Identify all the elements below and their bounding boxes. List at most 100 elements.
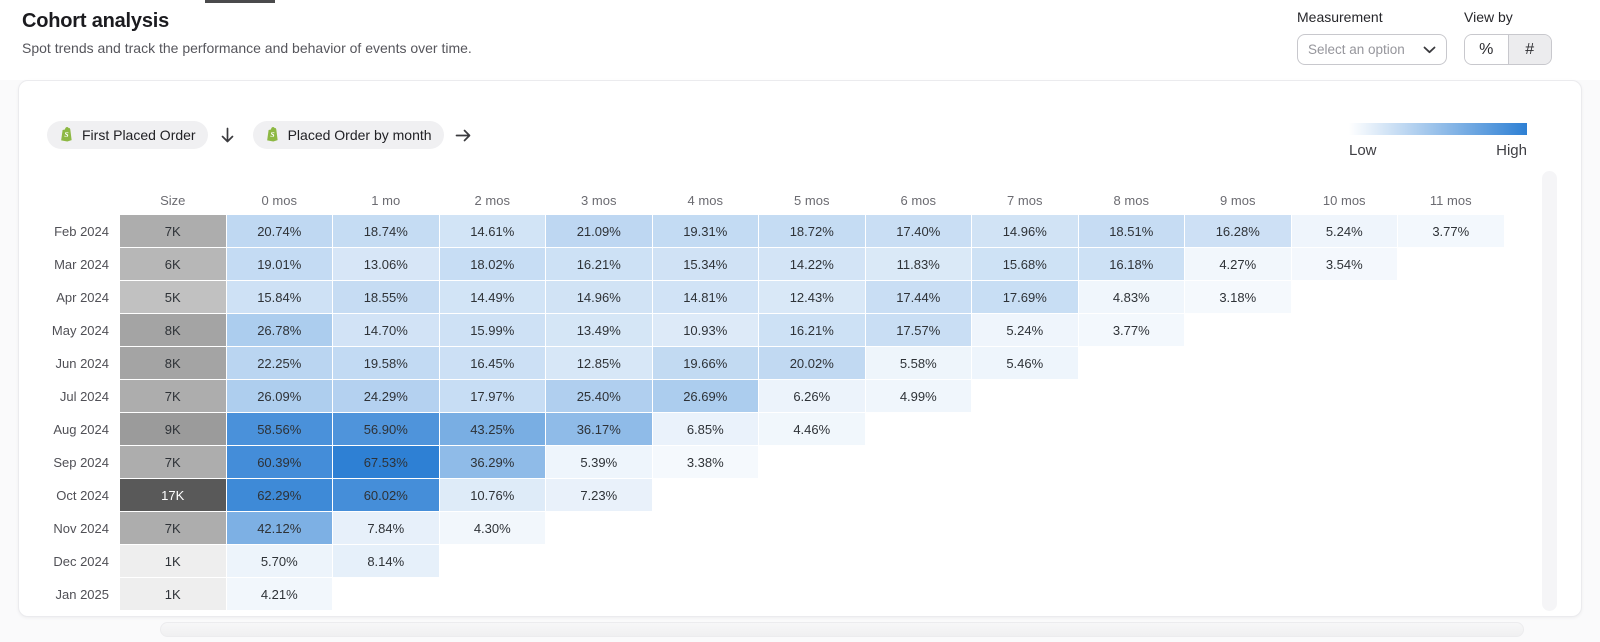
heatmap-cell[interactable]: 25.40% — [546, 380, 652, 412]
horizontal-scrollbar-thumb[interactable] — [160, 622, 1524, 637]
heatmap-cell[interactable]: 15.99% — [439, 314, 545, 346]
heatmap-cell[interactable]: 15.34% — [652, 248, 758, 280]
heatmap-cell[interactable]: 4.46% — [759, 413, 865, 445]
heatmap-cell[interactable]: 43.25% — [439, 413, 545, 445]
size-cell[interactable]: 7K — [120, 380, 226, 412]
heatmap-cell[interactable]: 17.40% — [865, 215, 971, 247]
heatmap-cell[interactable]: 56.90% — [333, 413, 439, 445]
heatmap-cell[interactable]: 6.26% — [759, 380, 865, 412]
heatmap-cell[interactable]: 18.02% — [439, 248, 545, 280]
heatmap-cell[interactable]: 13.49% — [546, 314, 652, 346]
heatmap-cell[interactable]: 20.74% — [226, 215, 332, 247]
heatmap-cell[interactable]: 16.21% — [546, 248, 652, 280]
heatmap-cell[interactable]: 14.70% — [333, 314, 439, 346]
heatmap-cell[interactable]: 7.23% — [546, 479, 652, 511]
heatmap-cell[interactable]: 6.85% — [652, 413, 758, 445]
heatmap-cell[interactable]: 14.81% — [652, 281, 758, 313]
heatmap-cell[interactable]: 67.53% — [333, 446, 439, 478]
heatmap-cell[interactable]: 18.51% — [1078, 215, 1184, 247]
heatmap-cell[interactable]: 5.39% — [546, 446, 652, 478]
heatmap-cell[interactable]: 3.54% — [1291, 248, 1397, 280]
heatmap-cell[interactable]: 12.43% — [759, 281, 865, 313]
event-chip-placed-order-by-month[interactable]: S Placed Order by month — [252, 121, 444, 149]
heatmap-cell[interactable]: 5.70% — [226, 545, 332, 577]
heatmap-cell[interactable]: 26.09% — [226, 380, 332, 412]
heatmap-cell[interactable]: 4.30% — [439, 512, 545, 544]
heatmap-cell[interactable]: 16.21% — [759, 314, 865, 346]
size-cell[interactable]: 1K — [120, 578, 226, 610]
heatmap-cell[interactable]: 3.77% — [1078, 314, 1184, 346]
heatmap-cell[interactable]: 60.39% — [226, 446, 332, 478]
heatmap-cell[interactable]: 36.17% — [546, 413, 652, 445]
heatmap-cell[interactable]: 22.25% — [226, 347, 332, 379]
heatmap-cell[interactable]: 19.31% — [652, 215, 758, 247]
heatmap-cell[interactable]: 14.96% — [546, 281, 652, 313]
heatmap-cell[interactable]: 4.21% — [226, 578, 332, 610]
heatmap-cell[interactable]: 19.01% — [226, 248, 332, 280]
heatmap-cell[interactable]: 13.06% — [333, 248, 439, 280]
heatmap-cell[interactable]: 5.24% — [972, 314, 1078, 346]
heatmap-cell[interactable]: 16.45% — [439, 347, 545, 379]
heatmap-cell[interactable]: 14.22% — [759, 248, 865, 280]
heatmap-cell[interactable]: 19.66% — [652, 347, 758, 379]
heatmap-cell[interactable]: 7.84% — [333, 512, 439, 544]
empty-cell — [1185, 413, 1291, 445]
arrow-down-icon[interactable] — [218, 126, 237, 145]
heatmap-cell[interactable]: 14.61% — [439, 215, 545, 247]
heatmap-cell[interactable]: 15.84% — [226, 281, 332, 313]
size-cell[interactable]: 8K — [120, 347, 226, 379]
measurement-select[interactable]: Select an option — [1297, 34, 1447, 65]
heatmap-cell[interactable]: 36.29% — [439, 446, 545, 478]
heatmap-cell[interactable]: 16.18% — [1078, 248, 1184, 280]
heatmap-cell[interactable]: 42.12% — [226, 512, 332, 544]
heatmap-cell[interactable]: 17.97% — [439, 380, 545, 412]
heatmap-cell[interactable]: 5.46% — [972, 347, 1078, 379]
size-cell[interactable]: 7K — [120, 446, 226, 478]
heatmap-cell[interactable]: 18.55% — [333, 281, 439, 313]
heatmap-cell[interactable]: 14.49% — [439, 281, 545, 313]
heatmap-cell[interactable]: 24.29% — [333, 380, 439, 412]
heatmap-cell[interactable]: 26.69% — [652, 380, 758, 412]
heatmap-cell[interactable]: 4.99% — [865, 380, 971, 412]
heatmap-cell[interactable]: 19.58% — [333, 347, 439, 379]
heatmap-cell[interactable]: 26.78% — [226, 314, 332, 346]
size-cell[interactable]: 1K — [120, 545, 226, 577]
heatmap-cell[interactable]: 17.69% — [972, 281, 1078, 313]
heatmap-cell[interactable]: 18.74% — [333, 215, 439, 247]
heatmap-cell[interactable]: 5.58% — [865, 347, 971, 379]
heatmap-cell[interactable]: 11.83% — [865, 248, 971, 280]
heatmap-cell[interactable]: 17.44% — [865, 281, 971, 313]
heatmap-cell[interactable]: 10.93% — [652, 314, 758, 346]
vertical-scrollbar[interactable] — [1542, 171, 1557, 611]
size-cell[interactable]: 7K — [120, 215, 226, 247]
heatmap-cell[interactable]: 60.02% — [333, 479, 439, 511]
heatmap-cell[interactable]: 62.29% — [226, 479, 332, 511]
view-by-percent-button[interactable]: % — [1465, 35, 1509, 64]
size-cell[interactable]: 17K — [120, 479, 226, 511]
heatmap-cell[interactable]: 12.85% — [546, 347, 652, 379]
size-cell[interactable]: 5K — [120, 281, 226, 313]
size-cell[interactable]: 9K — [120, 413, 226, 445]
view-by-number-button[interactable]: # — [1508, 35, 1551, 64]
heatmap-cell[interactable]: 16.28% — [1185, 215, 1291, 247]
heatmap-cell[interactable]: 3.77% — [1398, 215, 1504, 247]
heatmap-cell[interactable]: 5.24% — [1291, 215, 1397, 247]
heatmap-cell[interactable]: 21.09% — [546, 215, 652, 247]
heatmap-cell[interactable]: 20.02% — [759, 347, 865, 379]
arrow-right-icon[interactable] — [454, 126, 473, 145]
heatmap-cell[interactable]: 3.18% — [1185, 281, 1291, 313]
heatmap-cell[interactable]: 14.96% — [972, 215, 1078, 247]
heatmap-cell[interactable]: 3.38% — [652, 446, 758, 478]
heatmap-cell[interactable]: 4.83% — [1078, 281, 1184, 313]
size-cell[interactable]: 7K — [120, 512, 226, 544]
heatmap-cell[interactable]: 17.57% — [865, 314, 971, 346]
size-cell[interactable]: 8K — [120, 314, 226, 346]
heatmap-cell[interactable]: 15.68% — [972, 248, 1078, 280]
heatmap-cell[interactable]: 4.27% — [1185, 248, 1291, 280]
heatmap-cell[interactable]: 58.56% — [226, 413, 332, 445]
size-cell[interactable]: 6K — [120, 248, 226, 280]
heatmap-cell[interactable]: 18.72% — [759, 215, 865, 247]
event-chip-first-placed-order[interactable]: S First Placed Order — [47, 121, 208, 149]
heatmap-cell[interactable]: 10.76% — [439, 479, 545, 511]
heatmap-cell[interactable]: 8.14% — [333, 545, 439, 577]
